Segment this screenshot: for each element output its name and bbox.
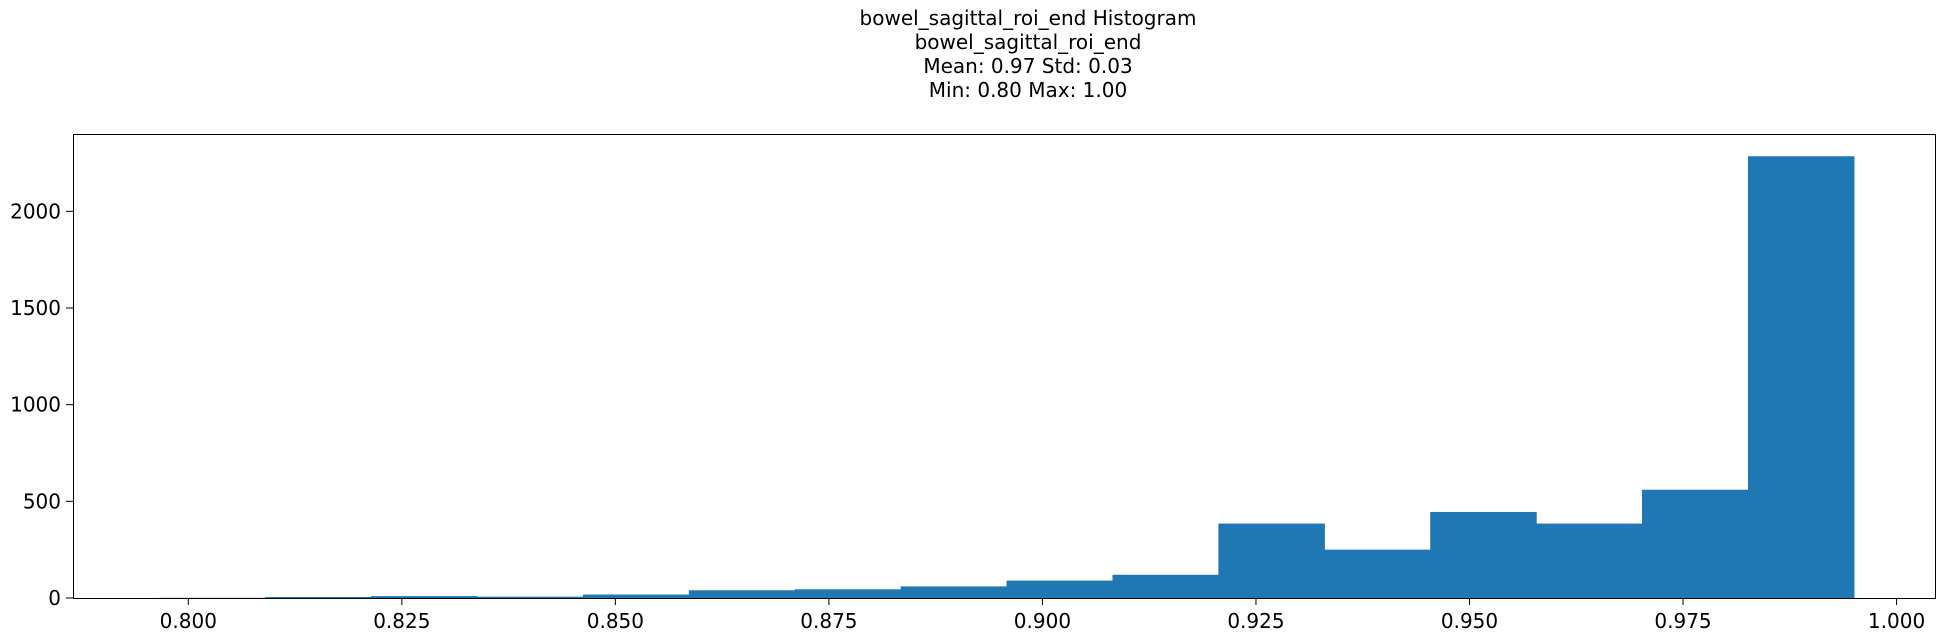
title-line-1: bowel_sagittal_roi_end Histogram — [859, 6, 1197, 30]
histogram-bar-3 — [371, 596, 478, 598]
histogram-bar-5 — [582, 594, 690, 598]
histogram-bar-15 — [1642, 489, 1749, 598]
histogram-bar-10 — [1112, 574, 1219, 598]
x-tick-label: 0.825 — [373, 609, 430, 633]
y-tick-label: 2000 — [10, 199, 61, 223]
title-line-4: Min: 0.80 Max: 1.00 — [928, 78, 1128, 102]
histogram-bar-11 — [1218, 523, 1325, 598]
histogram-bar-9 — [1006, 580, 1114, 598]
histogram-bar-12 — [1324, 549, 1431, 598]
histogram-bar-16 — [1747, 156, 1855, 598]
y-tick-label: 0 — [48, 586, 61, 610]
x-axis-ticks: 0.800 0.825 0.850 0.875 0.900 0.925 0.950 0.975… — [160, 598, 1925, 633]
title-line-3: Mean: 0.97 Std: 0.03 — [923, 54, 1133, 78]
histogram-bar-2 — [265, 597, 372, 598]
histogram-bar-13 — [1430, 511, 1537, 598]
x-tick-label: 1.000 — [1868, 609, 1925, 633]
x-tick-label: 0.800 — [160, 609, 217, 633]
y-axis-ticks: 0 500 1000 1500 2000 — [10, 199, 73, 610]
y-tick-label: 1000 — [10, 393, 61, 417]
title-line-2: bowel_sagittal_roi_end — [914, 30, 1142, 54]
plot-frame — [73, 134, 1936, 599]
histogram-bar-14 — [1536, 523, 1643, 598]
x-tick-label: 0.875 — [800, 609, 857, 633]
chart-title: bowel_sagittal_roi_end Histogram bowel_s… — [0, 6, 1942, 102]
histogram-bar-8 — [900, 586, 1008, 598]
histogram-bars — [159, 156, 1855, 598]
x-tick-label: 0.975 — [1654, 609, 1711, 633]
histogram-bar-7 — [794, 589, 902, 598]
x-tick-label: 0.950 — [1441, 609, 1498, 633]
y-tick-label: 1500 — [10, 296, 61, 320]
histogram-bar-4 — [477, 596, 584, 598]
histogram-bar-6 — [688, 590, 796, 598]
x-tick-label: 0.850 — [587, 609, 644, 633]
x-tick-label: 0.925 — [1227, 609, 1284, 633]
y-tick-label: 500 — [23, 489, 61, 513]
x-tick-label: 0.900 — [1014, 609, 1071, 633]
